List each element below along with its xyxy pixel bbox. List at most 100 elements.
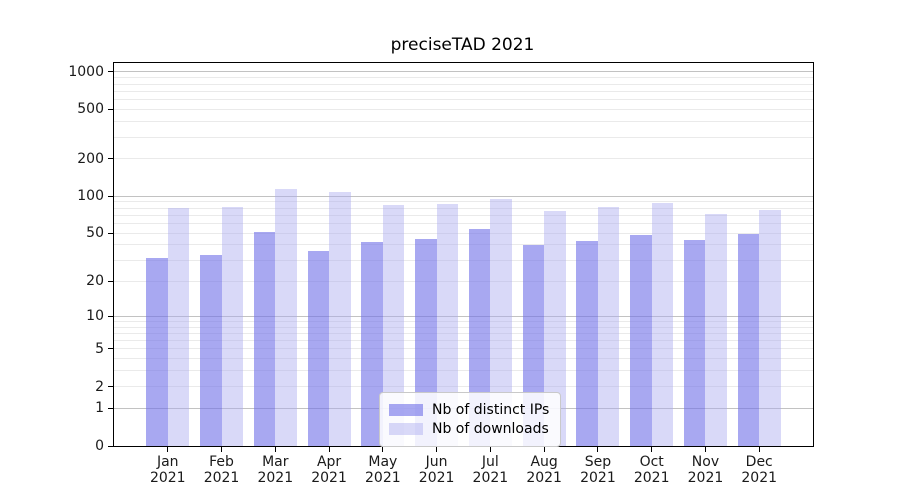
bar-distinct-ips bbox=[737, 234, 760, 446]
x-axis-tick-label: Mar 2021 bbox=[257, 454, 294, 486]
y-axis-tick bbox=[108, 158, 113, 160]
y-axis-tick-label: 5 bbox=[95, 340, 104, 357]
y-axis-tick bbox=[108, 407, 113, 409]
minor-gridline bbox=[114, 90, 813, 92]
x-axis-tick bbox=[704, 447, 706, 452]
x-axis-tick-label: Feb 2021 bbox=[203, 454, 240, 486]
x-axis-tick bbox=[167, 447, 169, 452]
x-axis-tick-label: Dec 2021 bbox=[741, 454, 778, 486]
y-axis-tick bbox=[108, 445, 113, 447]
x-axis-tick-label: Sep 2021 bbox=[580, 454, 616, 486]
y-axis-tick bbox=[108, 315, 113, 317]
y-axis-tick-label: 200 bbox=[77, 150, 104, 167]
y-axis-tick bbox=[108, 348, 113, 350]
bar-downloads bbox=[275, 189, 297, 446]
y-axis-tick-label: 1 bbox=[95, 400, 104, 417]
legend-label-distinct-ips: Nb of distinct IPs bbox=[432, 402, 550, 418]
x-axis-tick-label: Nov 2021 bbox=[687, 454, 724, 486]
minor-gridline bbox=[114, 120, 813, 122]
bar-downloads bbox=[329, 191, 351, 446]
bar-downloads bbox=[597, 206, 620, 446]
bar-distinct-ips bbox=[576, 241, 598, 446]
y-axis-tick bbox=[108, 195, 113, 197]
bar-downloads bbox=[705, 213, 727, 446]
x-axis-tick bbox=[274, 447, 276, 452]
major-gridline bbox=[114, 195, 813, 197]
x-axis-year-label: 2021 bbox=[365, 470, 401, 486]
x-axis-tick-label: Jul 2021 bbox=[472, 454, 509, 486]
chart-title: preciseTAD 2021 bbox=[390, 35, 535, 55]
bar-downloads bbox=[221, 206, 244, 446]
y-axis-tick-label: 0 bbox=[95, 438, 104, 454]
y-axis-tick bbox=[108, 71, 113, 73]
y-axis-tick-label: 500 bbox=[77, 101, 104, 118]
x-axis-tick bbox=[436, 447, 438, 452]
bar-downloads bbox=[759, 210, 781, 446]
minor-gridline bbox=[114, 326, 813, 328]
minor-gridline bbox=[114, 340, 813, 342]
legend-row-downloads: Nb of downloads bbox=[389, 421, 549, 437]
x-axis-year-label: 2021 bbox=[311, 470, 347, 486]
x-axis-tick bbox=[221, 447, 223, 452]
minor-gridline bbox=[114, 207, 813, 209]
y-axis-tick bbox=[108, 386, 113, 388]
x-axis-tick bbox=[328, 447, 330, 452]
x-axis-year-label: 2021 bbox=[687, 470, 724, 486]
x-axis-year-label: 2021 bbox=[257, 470, 294, 486]
legend-swatch-downloads bbox=[389, 423, 423, 435]
x-axis-year-label: 2021 bbox=[633, 470, 670, 486]
bar-distinct-ips bbox=[146, 258, 168, 446]
x-axis-tick-label: Jun 2021 bbox=[418, 454, 455, 486]
minor-gridline bbox=[114, 99, 813, 101]
minor-gridline bbox=[114, 108, 813, 110]
bar-distinct-ips bbox=[468, 229, 491, 446]
x-axis-tick-label: Aug 2021 bbox=[526, 454, 562, 486]
plot-area: 0 1 2 5 10 20 50 100 200 500 1000 Jan 2021 Feb 2021 Mar… bbox=[68, 62, 814, 486]
y-axis-tick-label: 50 bbox=[86, 225, 104, 242]
x-axis-tick bbox=[651, 447, 653, 452]
bar-downloads bbox=[544, 210, 566, 446]
minor-gridline bbox=[114, 77, 813, 79]
y-axis-tick-label: 20 bbox=[86, 273, 104, 290]
bar-distinct-ips bbox=[361, 242, 383, 446]
x-axis-tick bbox=[382, 447, 384, 452]
y-axis-tick bbox=[108, 232, 113, 234]
bar-distinct-ips bbox=[200, 255, 222, 446]
bar-downloads bbox=[382, 204, 405, 446]
x-axis-year-label: 2021 bbox=[526, 470, 562, 486]
minor-gridline bbox=[114, 136, 813, 138]
bar-downloads bbox=[651, 202, 674, 446]
bar-distinct-ips bbox=[630, 235, 652, 446]
minor-gridline bbox=[114, 259, 813, 261]
minor-gridline bbox=[114, 348, 813, 350]
y-axis-tick-label: 1000 bbox=[68, 63, 104, 80]
y-axis-tick bbox=[108, 280, 113, 282]
bars-layer bbox=[114, 63, 813, 446]
minor-gridline bbox=[114, 320, 813, 322]
x-axis-year-label: 2021 bbox=[149, 470, 186, 486]
axis-ticks-layer: 0 1 2 5 10 20 50 100 200 500 1000 Jan 2021 Feb 2021 Mar… bbox=[68, 63, 813, 486]
minor-gridline bbox=[114, 83, 813, 85]
bar-downloads bbox=[490, 198, 512, 446]
bar-distinct-ips bbox=[683, 239, 706, 446]
x-axis-year-label: 2021 bbox=[418, 470, 455, 486]
legend: Nb of distinct IPs Nb of downloads bbox=[379, 392, 562, 447]
minor-gridline bbox=[114, 232, 813, 234]
y-axis-tick bbox=[108, 108, 113, 110]
x-axis-tick bbox=[489, 447, 491, 452]
x-axis-tick bbox=[758, 447, 760, 452]
minor-gridline bbox=[114, 244, 813, 246]
major-gridline bbox=[114, 71, 813, 73]
x-axis-tick-label: Apr 2021 bbox=[311, 454, 347, 486]
x-axis-tick-label: Jan 2021 bbox=[149, 454, 186, 486]
x-axis-tick-label: May 2021 bbox=[365, 454, 401, 486]
minor-gridline bbox=[114, 214, 813, 216]
x-axis-year-label: 2021 bbox=[741, 470, 778, 486]
minor-gridline bbox=[114, 280, 813, 282]
minor-gridline bbox=[114, 370, 813, 372]
minor-gridline bbox=[114, 332, 813, 334]
minor-gridline bbox=[114, 386, 813, 388]
minor-gridline bbox=[114, 222, 813, 224]
x-axis-year-label: 2021 bbox=[580, 470, 616, 486]
minor-gridline bbox=[114, 201, 813, 203]
